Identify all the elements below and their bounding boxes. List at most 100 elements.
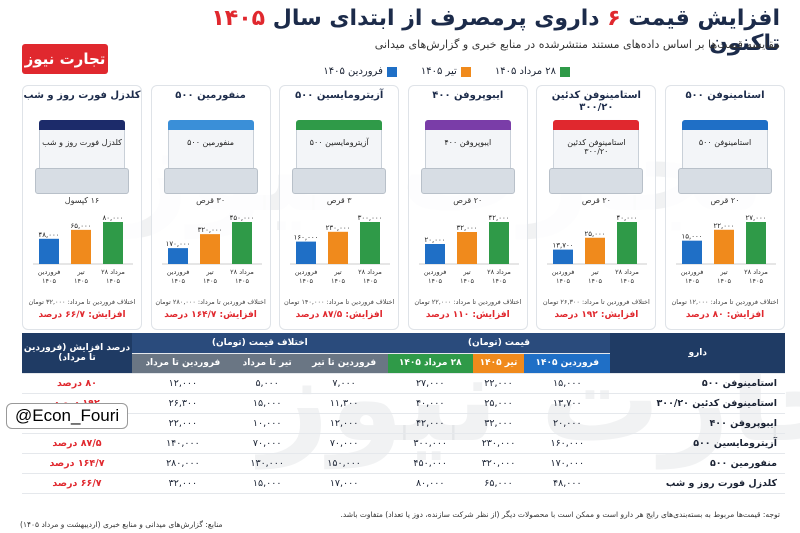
x-tick-label: فروردین xyxy=(681,268,704,276)
price-diff-note: اختلاف فروردین تا مرداد: ۳۲,۰۰۰ تومان xyxy=(28,298,136,306)
bar-value-label: ۱۶۰,۰۰۰ xyxy=(294,234,319,242)
x-tick-label: ۱۴۰۵ xyxy=(685,277,699,285)
increase-cell: ۸۰ درصد xyxy=(22,373,132,394)
bar-value-label: ۱۵,۰۰۰ xyxy=(681,233,702,241)
value-cell: ۳۲,۰۰۰ xyxy=(132,473,234,494)
value-cell: ۲۲,۰۰۰ xyxy=(472,373,525,394)
table-subheader: فروردین تا مرداد xyxy=(132,353,234,374)
value-cell: ۴۰,۰۰۰ xyxy=(387,393,473,414)
price-diff-note: اختلاف فروردین تا مرداد: ۲۸۰,۰۰۰ تومان xyxy=(155,298,266,306)
pack-label: استامینوفن کدئین ۳۰۰/۲۰ xyxy=(567,138,626,156)
bar-value-label: ۴۸,۰۰۰ xyxy=(38,231,59,239)
drug-cell: ایبوپروفن ۴۰۰ xyxy=(610,413,785,434)
value-cell: ۴۵۰,۰۰۰ xyxy=(387,453,473,474)
value-cell: ۴۸,۰۰۰ xyxy=(524,473,611,494)
bar xyxy=(71,229,91,264)
x-tick-label: ۱۴۰۵ xyxy=(299,277,313,285)
drug-pack-image: ایبوپروفن ۴۰۰ xyxy=(419,116,517,196)
drug-name: منفورمین ۵۰۰ xyxy=(175,90,246,101)
value-cell: ۷,۰۰۰ xyxy=(300,373,388,394)
bar xyxy=(456,232,477,264)
table-row: استامینوفن ۵۰۰ ۱۵,۰۰۰ ۲۲,۰۰۰ ۲۷,۰۰۰ ۷,۰۰۰ ۵,۰… xyxy=(22,373,785,394)
x-tick-label: تیر xyxy=(719,268,728,276)
page-title: افزایش قیمت ۶ داروی پرمصرف از ابتدای سال… xyxy=(211,6,780,56)
drug-cell: استامینوفن ۵۰۰ xyxy=(610,373,785,394)
drug-card: ایبوپروفن ۴۰۰ ایبوپروفن ۴۰۰ ۲۰ قرص اختلاف ف… xyxy=(407,85,528,330)
drug-name: استامینوفن ۵۰۰ xyxy=(685,90,765,101)
bar-value-label: ۲۲,۰۰۰ xyxy=(713,222,734,230)
table-subheader: فروردین تا تیر xyxy=(300,353,388,374)
bar-value-label: ۲۷,۰۰۰ xyxy=(745,214,766,222)
drug-name: آزیترومایسین ۵۰۰ xyxy=(295,90,384,101)
drug-pack-image: استامینوفن کدئین ۳۰۰/۲۰ xyxy=(547,116,645,196)
x-tick-label: فروردین xyxy=(38,268,61,276)
bar-value-label: ۲۰,۰۰۰ xyxy=(424,236,445,244)
value-cell: ۸۰,۰۰۰ xyxy=(387,473,473,494)
value-cell: ۱۲,۰۰۰ xyxy=(300,413,388,434)
x-tick-label: فروردین xyxy=(552,268,575,276)
x-tick-label: فروردین xyxy=(295,268,318,276)
chart-legend: ۲۸ مرداد ۱۴۰۵ تیر ۱۴۰۵ فروردین ۱۴۰۵ xyxy=(250,66,570,77)
price-diff-note: اختلاف فروردین تا مرداد: ۲۶,۳۰۰ تومان xyxy=(542,298,650,306)
bar xyxy=(167,248,188,264)
table-subheader: تیر ۱۴۰۵ xyxy=(472,353,525,374)
pack-count: ۲۰ قرص xyxy=(710,196,740,205)
pack-label: منفورمین ۵۰۰ xyxy=(187,138,235,147)
value-cell: ۱۵۰,۰۰۰ xyxy=(300,453,388,474)
bar-value-label: ۳۰۰,۰۰۰ xyxy=(358,214,383,222)
table-row: کلدزل فورت روز و شب ۴۸,۰۰۰ ۶۵,۰۰۰ ۸۰,۰۰۰ ۱۷,… xyxy=(22,473,785,494)
drug-pack-image: آزیترومایسین ۵۰۰ xyxy=(290,116,388,196)
x-tick-label: تیر xyxy=(591,268,600,276)
bar xyxy=(296,241,317,264)
drug-card: استامینوفن ۵۰۰ استامینوفن ۵۰۰ ۲۰ قرص اختلاف… xyxy=(665,85,785,330)
drug-cell: منفورمین ۵۰۰ xyxy=(610,453,785,474)
bar-value-label: ۳۲۰,۰۰۰ xyxy=(197,226,222,234)
bar-value-label: ۶۵,۰۰۰ xyxy=(70,222,91,230)
x-tick-label: ۱۴۰۵ xyxy=(203,277,217,285)
pack-label: ایبوپروفن ۴۰۰ xyxy=(444,138,492,147)
increase-cell: ۶۶/۷ درصد xyxy=(22,473,132,494)
x-tick-label: فروردین xyxy=(423,268,446,276)
footnote: توجه: قیمت‌ها مربوط به بسته‌بندی‌های رای… xyxy=(340,510,780,519)
bar xyxy=(617,222,638,264)
drug-pack-image: استامینوفن ۵۰۰ xyxy=(676,116,774,196)
table-row: استامینوفن کدئین ۳۰۰/۲۰ ۱۳,۷۰۰ ۲۵,۰۰۰ ۴۰,۰۰… xyxy=(22,393,785,414)
bar-value-label: ۸۰,۰۰۰ xyxy=(102,214,123,222)
x-tick-label: ۱۴۰۵ xyxy=(428,277,442,285)
x-tick-label: ۱۴۰۵ xyxy=(460,277,474,285)
x-tick-label: ۲۸ مرداد xyxy=(487,268,511,276)
value-cell: ۲۷,۰۰۰ xyxy=(387,373,473,394)
pack-count: ۱۶ کپسول xyxy=(64,196,100,205)
legend-item: ۲۸ مرداد ۱۴۰۵ xyxy=(495,66,570,77)
value-cell: ۱۰,۰۰۰ xyxy=(233,413,301,434)
source-note: منابع: گزارش‌های میدانی و منابع خبری (ار… xyxy=(20,520,223,529)
increase-label: افزایش: ۱۶۴/۷ درصد xyxy=(164,310,257,320)
drug-cell: آزیترومایسین ۵۰۰ xyxy=(610,433,785,454)
table-row: منفورمین ۵۰۰ ۱۷۰,۰۰۰ ۳۲۰,۰۰۰ ۴۵۰,۰۰۰ ۱۵۰,۰۰۰… xyxy=(22,453,785,474)
social-handle-badge: @Econ_Fouri xyxy=(6,403,129,429)
bar xyxy=(39,238,59,264)
bar-value-label: ۱۷۰,۰۰۰ xyxy=(165,240,190,248)
drug-name: استامینوفن کدئین ۳۰۰/۲۰ xyxy=(551,90,641,113)
pack-label: استامینوفن ۵۰۰ xyxy=(698,138,752,147)
price-diff-note: اختلاف فروردین تا مرداد: ۱۴۰,۰۰۰ تومان xyxy=(283,298,395,306)
pack-count: ۲۰ قرص xyxy=(581,196,611,205)
value-cell: ۱۳,۷۰۰ xyxy=(524,393,611,414)
table-header-increase: درصد افزایش (فروردین تا مرداد) xyxy=(22,333,132,374)
x-tick-label: ۱۴۰۵ xyxy=(42,277,56,285)
bar xyxy=(360,222,381,264)
x-tick-label: ۱۴۰۵ xyxy=(717,277,731,285)
drug-card: منفورمین ۵۰۰ منفورمین ۵۰۰ ۳۰ قرص اختلاف فرو… xyxy=(150,85,271,330)
chart-panels: استامینوفن ۵۰۰ استامینوفن ۵۰۰ ۲۰ قرص اختلاف… xyxy=(22,85,785,330)
bar xyxy=(199,234,220,264)
drug-card: کلدزل فورت روز و شب کلدزل فورت روز و شب ۱۶… xyxy=(22,85,142,330)
table-subheader: ۲۸ مرداد ۱۴۰۵ xyxy=(387,353,473,374)
bar-chart: ۱۷۰,۰۰۰فروردین۱۴۰۵۳۲۰,۰۰۰تیر۱۴۰۵۴۵۰,۰۰۰۲… xyxy=(161,214,262,285)
drug-name: ایبوپروفن ۴۰۰ xyxy=(432,90,504,101)
price-table: دارو قیمت (تومان) اختلاف قیمت (تومان) در… xyxy=(22,333,785,494)
drug-cell: استامینوفن کدئین ۳۰۰/۲۰ xyxy=(610,393,785,414)
value-cell: ۱۷۰,۰۰۰ xyxy=(524,453,611,474)
